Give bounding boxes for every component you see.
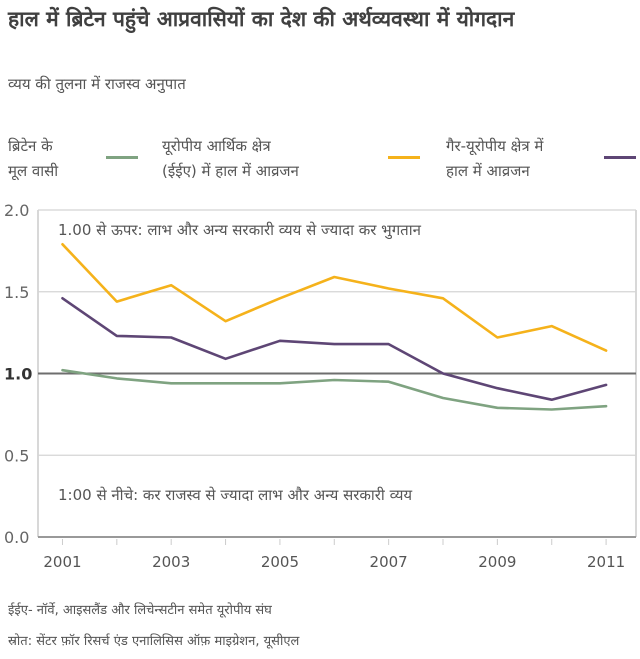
series-line-eea (61, 243, 608, 352)
legend-label-line1: ब्रिटेन के (8, 137, 53, 155)
y-tick-label: 0.0 (4, 528, 29, 547)
chart-title: हाल में ब्रिटेन पहुंचे आप्रवासियों का दे… (8, 7, 515, 31)
x-tick-label: 2005 (261, 553, 299, 571)
legend-label-line2: (ईईए) में हाल में आव्रजन (162, 162, 299, 180)
x-tick-label: 2011 (587, 553, 625, 571)
series-lines (61, 243, 608, 411)
x-tick-label: 2007 (370, 553, 408, 571)
legend-item-non-eea: गैर-यूरोपीय क्षेत्र में हाल में आव्रजन (446, 134, 543, 184)
legend-swatch-non-eea (604, 156, 636, 159)
x-tick-label: 2001 (43, 553, 81, 571)
footnote-eea: ईईए- नॉर्वे, आइसलैंड और लिचेन्सटीन समेत … (8, 603, 272, 618)
legend-swatch-natives (106, 156, 138, 159)
x-tick-label: 2003 (152, 553, 190, 571)
legend-item-eea: यूरोपीय आर्थिक क्षेत्र (ईईए) में हाल में… (162, 134, 299, 184)
footnote-source: स्रोत: सेंटर फ़ॉर रिसर्च एंड एनालिसिस ऑफ… (8, 634, 300, 649)
y-tick-label: 2.0 (4, 201, 29, 220)
series-line-non-eea (61, 296, 608, 402)
annotation-below: 1:00 से नीचे: कर राजस्व से ज्यादा लाभ और… (58, 486, 412, 504)
legend-label-line1: यूरोपीय आर्थिक क्षेत्र (162, 137, 271, 155)
line-chart: 0.0 0.5 1.0 1.5 2.0 2001 2003 2005 2007 2009 2011… (4, 201, 637, 571)
x-tick-label: 2009 (478, 553, 516, 571)
y-tick-label: 1.5 (4, 283, 29, 302)
y-axis-ticks: 0.0 0.5 1.0 1.5 2.0 (4, 201, 32, 547)
grid-lines (37, 209, 637, 538)
y-tick-label: 1.0 (4, 365, 32, 384)
series-line-natives (61, 368, 608, 411)
x-axis-ticks: 2001 2003 2005 2007 2009 2011 (43, 539, 625, 571)
legend-item-natives: ब्रिटेन के मूल वासी (8, 134, 58, 184)
y-tick-label: 0.5 (4, 446, 29, 465)
chart-subtitle: व्यय की तुलना में राजस्व अनुपात (8, 75, 186, 93)
legend-label-line2: हाल में आव्रजन (446, 162, 530, 180)
legend-swatch-eea (388, 156, 420, 159)
annotation-above: 1.00 से ऊपर: लाभ और अन्य सरकारी व्यय से … (58, 221, 422, 240)
legend-label-line2: मूल वासी (8, 162, 59, 180)
legend-label-line1: गैर-यूरोपीय क्षेत्र में (446, 137, 544, 155)
